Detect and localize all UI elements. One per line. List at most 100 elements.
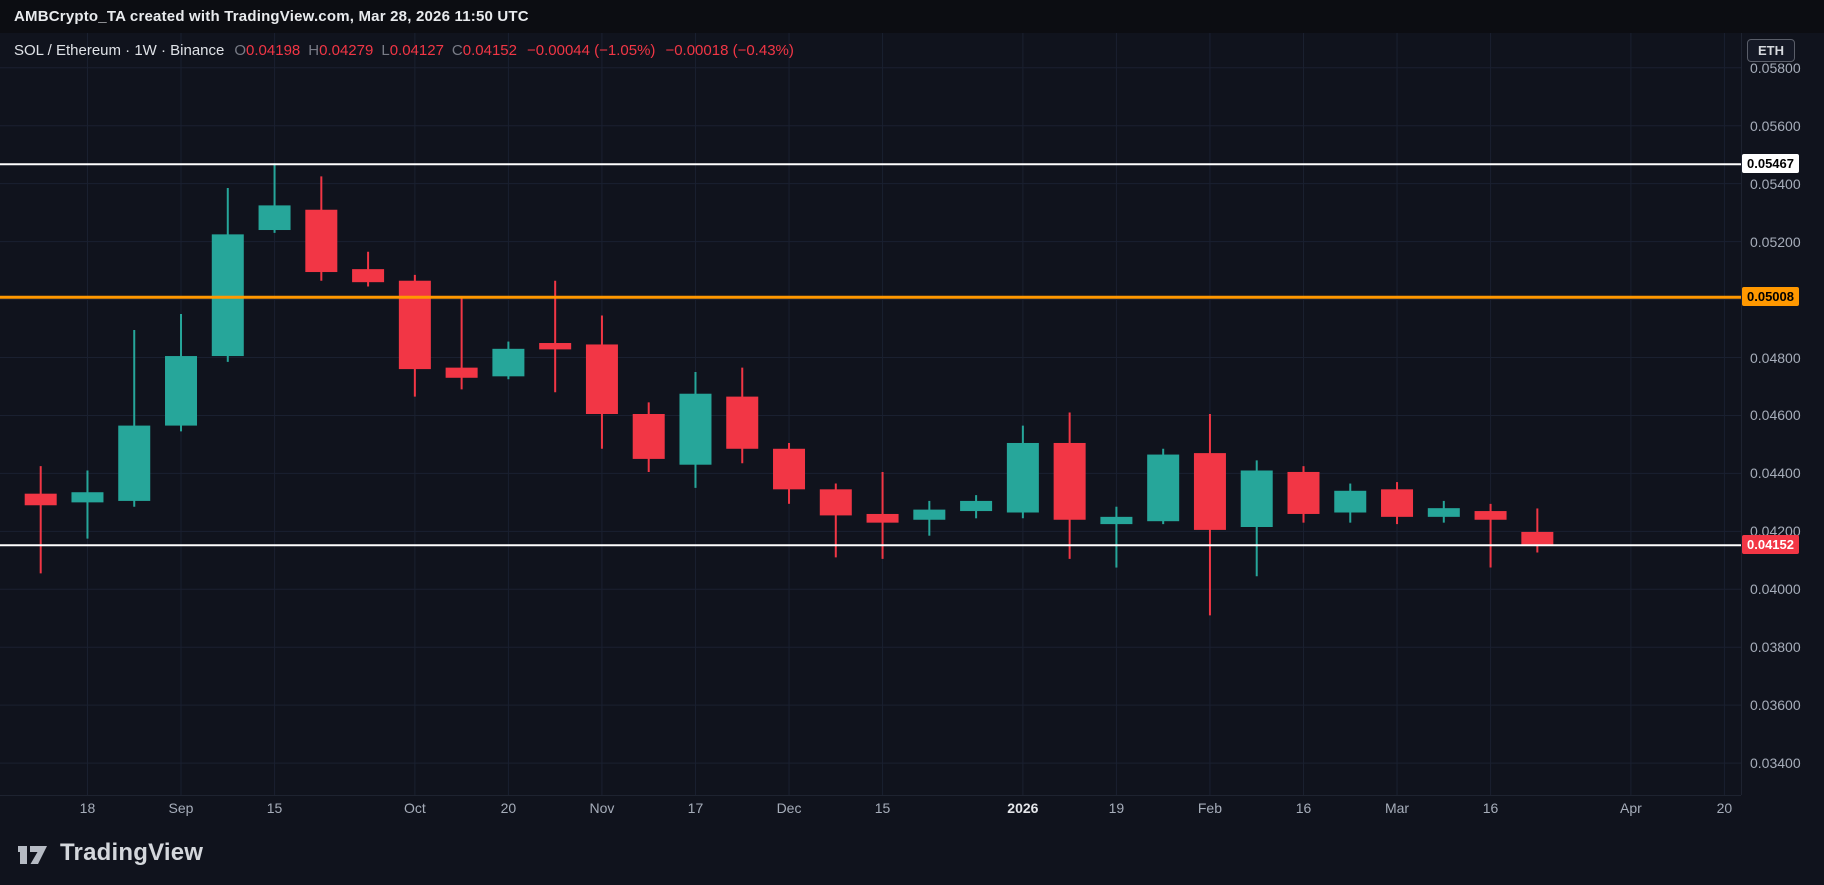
candle-body — [913, 509, 946, 520]
candle — [71, 470, 104, 539]
candle — [1006, 425, 1039, 519]
candle-body — [1100, 516, 1133, 525]
time-tick-label: Dec — [776, 800, 802, 816]
candle-body — [118, 425, 151, 501]
candle-body — [1521, 531, 1554, 546]
candle — [679, 371, 712, 488]
time-tick-label: Mar — [1384, 800, 1410, 816]
candle-body — [1053, 442, 1086, 520]
time-tick-label: 15 — [266, 800, 283, 816]
price-axis[interactable]: ETH 0.05800 0.05600 0.05400 0.05200 0.04800 0… — [1741, 33, 1824, 795]
candle-body — [211, 234, 244, 357]
time-tick-label: 19 — [1108, 800, 1125, 816]
ohlc-item: H 0.04279 — [308, 42, 373, 59]
ohlc-label: O — [234, 42, 247, 59]
candle — [773, 442, 806, 504]
time-tick-label: 20 — [500, 800, 517, 816]
ohlc-value: 0.04279 — [319, 42, 374, 59]
tradingview-wordmark[interactable]: TradingView — [60, 838, 204, 866]
currency-toggle-button[interactable]: ETH — [1747, 39, 1795, 62]
time-tick-label: Feb — [1197, 800, 1222, 816]
chart-region: SOL / Ethereum · 1W · Binance O 0.04198 H 0… — [0, 33, 1824, 820]
candle-body — [1474, 511, 1507, 520]
candle — [1287, 466, 1320, 523]
candle-body — [960, 500, 993, 512]
attribution-text: AMBCrypto_TA created with TradingView.co… — [14, 8, 529, 25]
time-tick-label: 17 — [687, 800, 704, 816]
candle — [1147, 448, 1180, 525]
candle — [1100, 506, 1133, 568]
attribution-bar: AMBCrypto_TA created with TradingView.co… — [0, 0, 1824, 33]
candle — [24, 466, 57, 574]
candle-body — [539, 343, 572, 350]
candle-body — [1147, 454, 1180, 522]
footer-bar: TradingView — [0, 820, 1824, 885]
tradingview-logo-icon[interactable] — [14, 839, 50, 867]
candle — [1053, 412, 1086, 559]
price-level-label: 0.04152 — [1742, 535, 1799, 555]
candle — [1474, 503, 1507, 568]
candle — [1193, 414, 1226, 616]
change-absolute: −0.00044 (−1.05%) — [527, 42, 656, 59]
time-tick-label: 2026 — [1007, 800, 1039, 816]
candle-body — [1287, 471, 1320, 514]
candle-body — [866, 513, 899, 523]
price-tick-label: 0.05400 — [1750, 175, 1801, 192]
candle-body — [398, 280, 431, 370]
ohlc-item: L 0.04127 — [381, 42, 444, 59]
candle-body — [679, 393, 712, 465]
price-level-label: 0.05467 — [1742, 154, 1799, 174]
price-tick-label: 0.05800 — [1750, 59, 1801, 76]
price-tick-label: 0.04800 — [1750, 349, 1801, 366]
plot-area[interactable]: SOL / Ethereum · 1W · Binance O 0.04198 H 0… — [0, 33, 1741, 796]
time-tick-label: Nov — [589, 800, 615, 816]
candle-body — [1334, 490, 1367, 513]
candle — [726, 367, 759, 464]
candle — [819, 483, 852, 558]
candle-body — [352, 269, 385, 283]
ohlc-values: O 0.04198 H 0.04279 L 0.04127 C 0.04152 — [234, 42, 517, 59]
time-tick-label: Sep — [168, 800, 194, 816]
price-tick-label: 0.03400 — [1750, 755, 1801, 772]
time-tick-label: 16 — [1295, 800, 1312, 816]
candle — [585, 315, 618, 449]
candle — [539, 280, 572, 393]
candlestick-chart-svg — [0, 33, 1741, 795]
ohlc-item: O 0.04198 — [234, 42, 300, 59]
price-tick-label: 0.04600 — [1750, 407, 1801, 424]
price-tick-label: 0.03800 — [1750, 639, 1801, 656]
price-tick-label: 0.05600 — [1750, 117, 1801, 134]
time-axis[interactable]: 18 Sep 15 Oct 20 Nov 17 Dec 15 2026 19 Feb 16 Mar 16 Ap… — [0, 795, 1741, 820]
candle — [211, 188, 244, 362]
ohlc-label: L — [381, 42, 390, 59]
time-tick-label: 18 — [79, 800, 96, 816]
candle — [1334, 483, 1367, 523]
time-tick-label: 20 — [1716, 800, 1733, 816]
candle-body — [1006, 442, 1039, 513]
candle-body — [71, 492, 104, 503]
candle-body — [258, 205, 291, 231]
candle-body — [1381, 489, 1414, 517]
time-tick-label: Apr — [1619, 800, 1642, 816]
ohlc-value: 0.04127 — [389, 42, 444, 59]
candle-body — [773, 448, 806, 490]
candle-body — [585, 344, 618, 414]
candle-body — [632, 414, 665, 459]
candle — [632, 402, 665, 472]
ohlc-item: C 0.04152 — [452, 42, 517, 59]
candle — [258, 163, 291, 233]
candle — [352, 251, 385, 287]
candle-body — [819, 489, 852, 516]
price-level-label: 0.05008 — [1742, 287, 1799, 307]
candle — [1427, 500, 1460, 523]
price-tick-label: 0.04000 — [1750, 581, 1801, 598]
candle-body — [445, 367, 478, 378]
candle-body — [24, 493, 57, 506]
candle-body — [1240, 470, 1273, 527]
candle — [445, 298, 478, 390]
time-tick-label: 16 — [1482, 800, 1499, 816]
candle — [305, 176, 338, 281]
price-tick-label: 0.03600 — [1750, 697, 1801, 714]
candle-body — [492, 348, 525, 377]
